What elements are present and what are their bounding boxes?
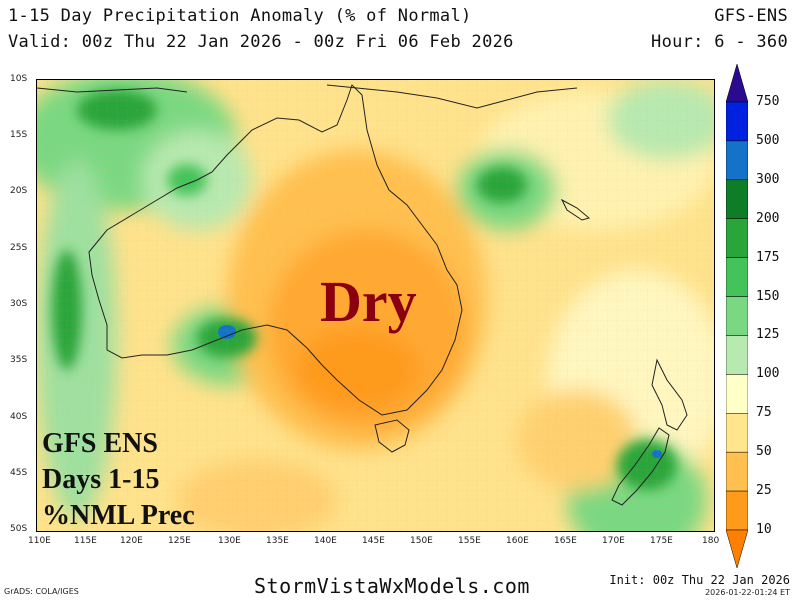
colorbar-swatch [726, 218, 748, 258]
colorbar-swatch [726, 179, 748, 219]
lon-label: 140E [314, 536, 337, 546]
lon-label: 130E [218, 536, 241, 546]
lat-label: 40S [10, 412, 28, 422]
colorbar-swatch [726, 257, 748, 297]
lon-label: 110E [28, 536, 51, 546]
init-time: Init: 00z Thu 22 Jan 2026 [609, 573, 790, 587]
forecast-hours: Hour: 6 - 360 [651, 32, 788, 52]
colorbar-label: 125 [756, 327, 780, 343]
lat-label: 35S [10, 355, 28, 365]
colorbar-label: 100 [756, 366, 780, 382]
site-url: StormVistaWxModels.com [254, 574, 530, 598]
colorbar-swatch [726, 140, 748, 181]
colorbar-bottom-arrow [726, 529, 748, 568]
lon-label: 120E [120, 536, 143, 546]
colorbar-swatch [726, 335, 748, 375]
lat-label: 25S [10, 243, 28, 253]
colorbar-swatch [726, 451, 748, 492]
lon-label: 170E [602, 536, 625, 546]
info-variable: %NML Prec [42, 500, 195, 531]
grads-credit: GrADS: COLA/IGES [4, 587, 79, 596]
lat-label: 10S [10, 74, 28, 84]
info-days: Days 1-15 [42, 464, 160, 495]
colorbar-swatch [726, 296, 748, 336]
lat-label: 15S [10, 130, 28, 140]
lon-label: 115E [74, 536, 97, 546]
timestamp: 2026-01-22-01:24 ET [705, 588, 790, 597]
colorbar-top-arrow [726, 64, 748, 103]
colorbar-swatch [726, 490, 748, 531]
precipitation-anomaly-map [36, 79, 715, 532]
lat-label: 30S [10, 299, 28, 309]
colorbar-label: 10 [756, 522, 772, 537]
colorbar-label: 500 [756, 132, 780, 148]
lat-label: 20S [10, 186, 28, 196]
colorbar-label: 150 [756, 288, 780, 304]
colorbar-label: 25 [756, 483, 772, 499]
colorbar-swatch [726, 374, 748, 414]
colorbar-label: 175 [756, 249, 780, 265]
valid-period: Valid: 00z Thu 22 Jan 2026 - 00z Fri 06 … [8, 32, 514, 52]
lon-label: 150E [410, 536, 433, 546]
map-canvas [37, 80, 714, 531]
colorbar-label: 50 [756, 444, 772, 460]
colorbar-label: 300 [756, 171, 780, 187]
lon-label: 160E [506, 536, 529, 546]
lon-label: 125E [168, 536, 191, 546]
lon-label: 145E [362, 536, 385, 546]
lon-label: 155E [458, 536, 481, 546]
lon-label: 180 [702, 536, 720, 546]
lat-label: 50S [10, 524, 28, 534]
lon-label: 175E [650, 536, 673, 546]
info-model: GFS ENS [42, 428, 158, 459]
colorbar-label: 750 [756, 94, 780, 109]
lon-label: 135E [266, 536, 289, 546]
lat-label: 45S [10, 468, 28, 478]
dry-annotation: Dry [320, 269, 417, 334]
map-title: 1-15 Day Precipitation Anomaly (% of Nor… [8, 6, 472, 26]
model-name: GFS-ENS [714, 6, 788, 26]
colorbar-label: 200 [756, 210, 780, 226]
lon-label: 165E [554, 536, 577, 546]
colorbar-label: 75 [756, 405, 772, 421]
colorbar-legend [726, 64, 748, 568]
colorbar-swatch [726, 413, 748, 453]
colorbar-swatch [726, 101, 748, 142]
